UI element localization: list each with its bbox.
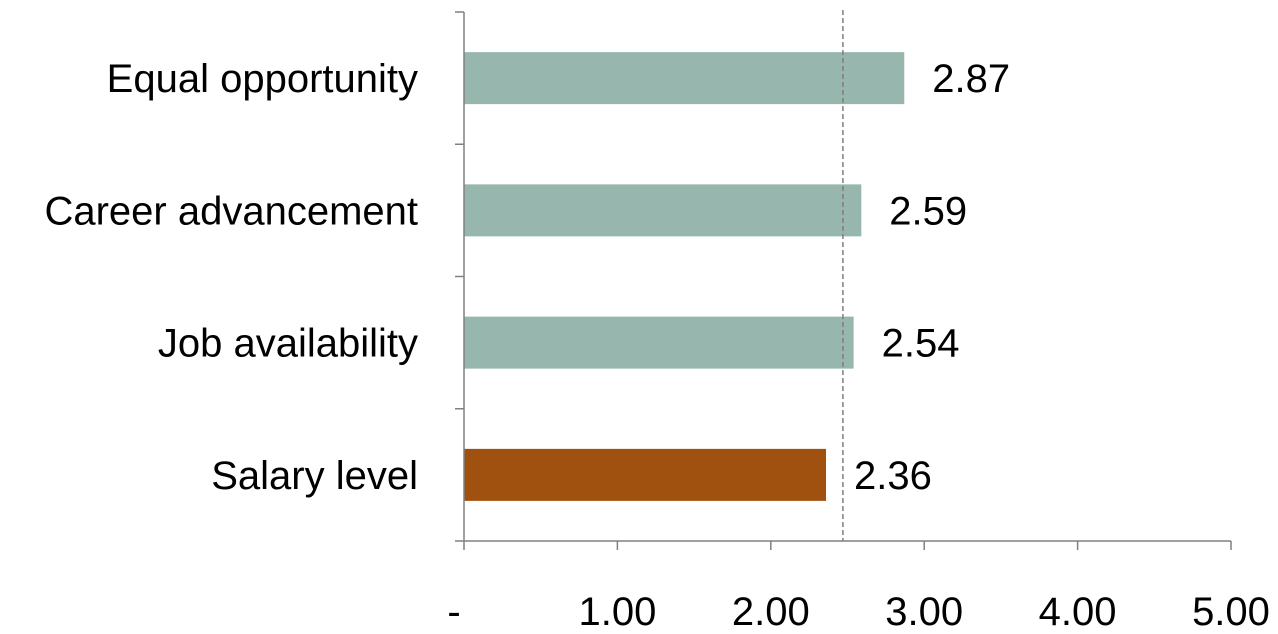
x-tick-labels-group: - 1.00 2.00 3.00 4.00 5.00: [447, 590, 1270, 634]
x-tick-label-3: 3.00: [885, 590, 963, 634]
bar-1: [464, 184, 862, 237]
category-label-2: Job availability: [158, 322, 418, 366]
category-label-0: Equal opportunity: [107, 57, 418, 101]
x-tick-label-4: 4.00: [1039, 590, 1117, 634]
y-axis-ticks-group: [455, 11, 464, 542]
x-tick-label-1: 1.00: [578, 590, 656, 634]
x-axis-ticks-group: [463, 541, 1232, 550]
category-labels-group: Equal opportunity Career advancement Job a…: [44, 57, 418, 498]
x-tick-label-5: 5.00: [1192, 590, 1270, 634]
bar-0: [464, 52, 905, 105]
data-label-2: 2.54: [882, 322, 960, 366]
data-label-3: 2.36: [854, 454, 932, 498]
category-label-1: Career advancement: [44, 189, 418, 233]
bar-2: [464, 316, 854, 369]
bars-group: [464, 52, 905, 501]
data-label-1: 2.59: [889, 189, 967, 233]
bar-3: [464, 448, 827, 501]
x-tick-label-2: 2.00: [732, 590, 810, 634]
data-labels-group: 2.87 2.59 2.54 2.36: [854, 57, 1010, 498]
data-label-0: 2.87: [932, 57, 1010, 101]
x-tick-label-0: -: [447, 590, 460, 634]
category-label-3: Salary level: [211, 454, 418, 498]
